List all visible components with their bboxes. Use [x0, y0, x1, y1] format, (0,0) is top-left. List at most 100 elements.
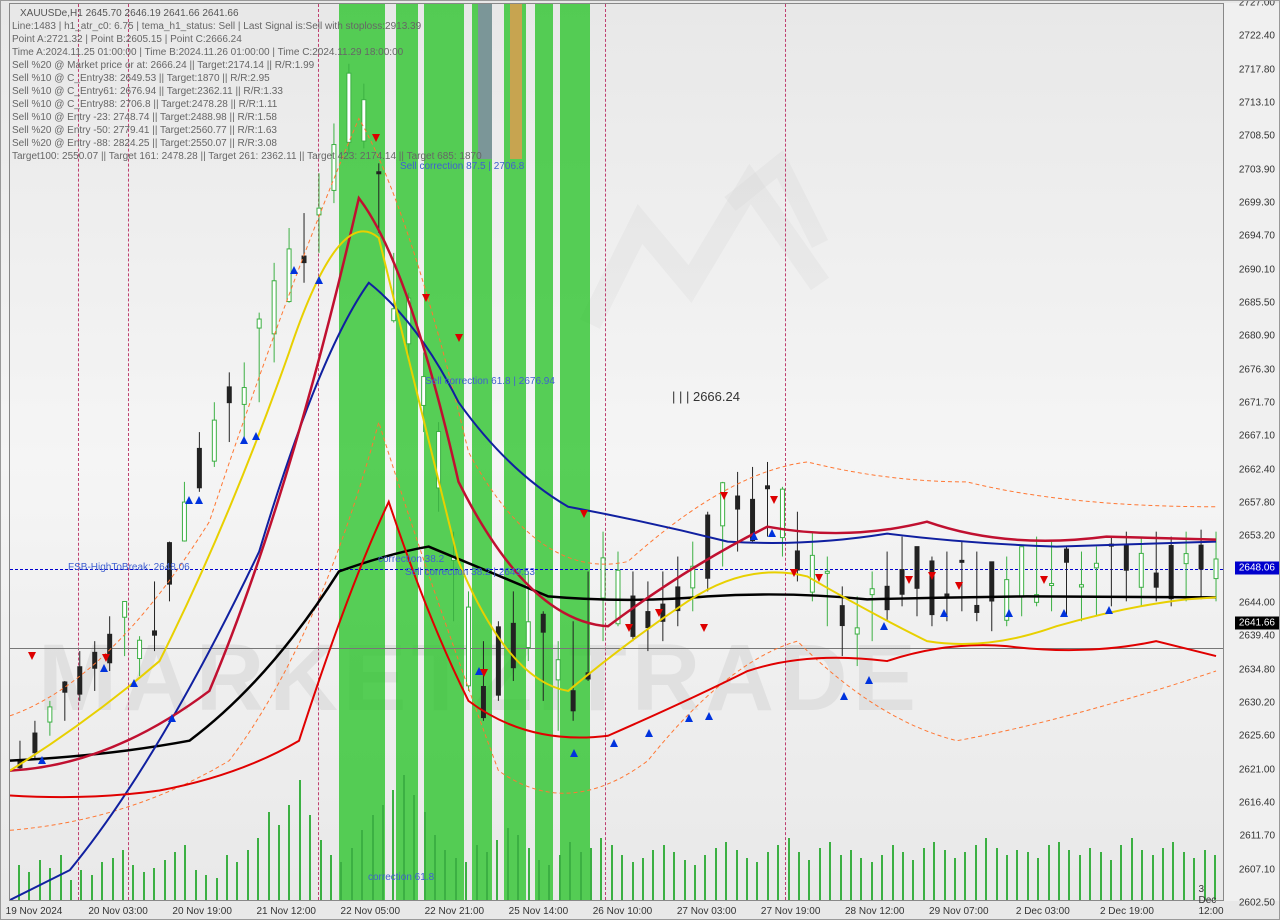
- volume-bar: [195, 870, 197, 900]
- volume-bar: [767, 852, 769, 900]
- info-line-1: Point A:2721.32 | Point B:2605.15 | Poin…: [12, 34, 242, 45]
- volume-bar: [424, 812, 426, 900]
- x-label: 20 Nov 19:00: [172, 906, 232, 917]
- y-label: 2671.70: [1239, 398, 1275, 409]
- y-label: 2722.40: [1239, 31, 1275, 42]
- volume-bar: [881, 855, 883, 900]
- y-label: 2713.10: [1239, 98, 1275, 109]
- x-label: 19 Nov 2024: [6, 906, 63, 917]
- annot-corr-382: correction 38.2: [378, 554, 444, 565]
- y-label: 2611.70: [1240, 831, 1275, 842]
- volume-bar: [548, 865, 550, 900]
- arrow-down-icon: [700, 624, 708, 632]
- y-axis: 2727.002722.402717.802713.102708.502703.…: [1224, 3, 1279, 901]
- volume-bar: [746, 858, 748, 900]
- vline: [318, 4, 319, 900]
- volume-bar: [684, 860, 686, 900]
- volume-bar: [434, 835, 436, 900]
- volume-bar: [122, 850, 124, 900]
- chart-container[interactable]: MARKETZITRADE XAUUSDe,H1 2645.70 264: [0, 0, 1280, 920]
- arrow-up-icon: [130, 679, 138, 687]
- volume-bar: [49, 868, 51, 900]
- y-label: 2621.00: [1239, 764, 1275, 775]
- arrow-up-icon: [768, 529, 776, 537]
- volume-bar: [320, 840, 322, 900]
- volume-bar: [569, 842, 571, 900]
- arrow-up-icon: [750, 532, 758, 540]
- chart-area[interactable]: MARKETZITRADE XAUUSDe,H1 2645.70 264: [9, 3, 1224, 901]
- y-label: 2703.90: [1239, 164, 1275, 175]
- volume-bar: [912, 860, 914, 900]
- y-label: 2667.10: [1239, 431, 1275, 442]
- volume-bar: [1110, 860, 1112, 900]
- volume-bar: [1172, 842, 1174, 900]
- volume-bar: [132, 865, 134, 900]
- arrow-up-icon: [1060, 609, 1068, 617]
- y-label: 2616.40: [1239, 798, 1275, 809]
- arrow-down-icon: [1040, 576, 1048, 584]
- volume-bar: [216, 878, 218, 900]
- volume-bar: [444, 850, 446, 900]
- volume-bar: [860, 858, 862, 900]
- y-label: 2644.00: [1239, 598, 1275, 609]
- watermark-logo: [570, 144, 850, 344]
- volume-bar: [663, 845, 665, 900]
- arrow-up-icon: [100, 664, 108, 672]
- volume-bar: [476, 845, 478, 900]
- logo-svg: [570, 144, 850, 344]
- volume-bar: [392, 790, 394, 900]
- green-band: [560, 4, 590, 900]
- volume-bar: [954, 858, 956, 900]
- volume-bar: [1006, 855, 1008, 900]
- arrow-up-icon: [610, 739, 618, 747]
- volume-bar: [507, 828, 509, 900]
- arrow-up-icon: [685, 714, 693, 722]
- arrow-up-icon: [1105, 606, 1113, 614]
- info-line-2: Time A:2024.11.25 01:00:00 | Time B:2024…: [12, 47, 403, 58]
- volume-bar: [964, 852, 966, 900]
- volume-bar: [60, 855, 62, 900]
- x-label: 20 Nov 03:00: [88, 906, 148, 917]
- volume-bar: [840, 855, 842, 900]
- arrow-up-icon: [38, 756, 46, 764]
- arrow-up-icon: [240, 436, 248, 444]
- volume-bar: [923, 848, 925, 900]
- x-label: 2 Dec 03:00: [1016, 906, 1070, 917]
- volume-bar: [1058, 842, 1060, 900]
- volume-bar: [632, 862, 634, 900]
- arrow-down-icon: [625, 624, 633, 632]
- volume-bar: [112, 858, 114, 900]
- info-line-8: Sell %20 @ Entry -50: 2779.41 || Target:…: [12, 125, 277, 136]
- volume-bar: [590, 848, 592, 900]
- volume-bar: [28, 872, 30, 900]
- volume-bar: [1193, 858, 1195, 900]
- volume-bar: [1162, 848, 1164, 900]
- annot-corr-618: correction 61.8: [368, 872, 434, 883]
- volume-bar: [944, 850, 946, 900]
- volume-bar: [143, 872, 145, 900]
- annot-bars: | | | 2666.24: [672, 389, 740, 404]
- volume-bar: [798, 852, 800, 900]
- y-label: 2690.10: [1239, 264, 1275, 275]
- volume-bar: [1152, 855, 1154, 900]
- hline-gray: [10, 648, 1223, 649]
- volume-bar: [902, 852, 904, 900]
- y-label: 2727.00: [1239, 0, 1275, 9]
- volume-bar: [819, 848, 821, 900]
- gray-band: [478, 4, 492, 159]
- volume-bar: [455, 858, 457, 900]
- annot-sell-618: Sell correction 61.8 | 2676.94: [425, 376, 555, 387]
- info-line-0: Line:1483 | h1_atr_c0: 6.75 | tema_h1_st…: [12, 21, 421, 32]
- x-label: 21 Nov 12:00: [256, 906, 316, 917]
- x-label: 22 Nov 21:00: [425, 906, 485, 917]
- x-label: 22 Nov 05:00: [341, 906, 401, 917]
- volume-bar: [559, 855, 561, 900]
- volume-bar: [226, 855, 228, 900]
- arrow-down-icon: [102, 654, 110, 662]
- green-band: [535, 4, 553, 900]
- info-line-3: Sell %20 @ Market price or at: 2666.24 |…: [12, 60, 314, 71]
- volume-bar: [174, 852, 176, 900]
- green-band: [396, 4, 418, 900]
- green-band: [424, 4, 464, 900]
- volume-bar: [1016, 850, 1018, 900]
